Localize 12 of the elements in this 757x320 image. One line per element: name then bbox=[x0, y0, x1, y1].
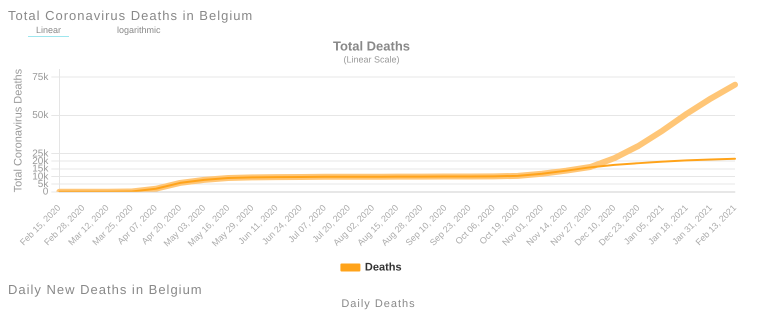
text: logarithmic bbox=[116, 24, 162, 37]
y-tick-label: 50k bbox=[32, 110, 50, 122]
y-tick-label: 75k bbox=[32, 72, 50, 83]
text: Daily New Deaths in Belgium bbox=[8, 282, 204, 297]
text: Linear bbox=[28, 24, 70, 37]
chart-title: Total Deaths bbox=[332, 38, 410, 54]
text: Daily Deaths bbox=[340, 297, 417, 311]
text: Total Coronavirus Deaths in Belgium bbox=[8, 8, 254, 24]
chart-subtitle: (Linear Scale) bbox=[343, 54, 400, 64]
y-axis-title: Total Coronavirus Deaths bbox=[12, 68, 25, 192]
legend-label: Deaths bbox=[364, 262, 402, 274]
y-tick-label: 0 bbox=[42, 186, 49, 198]
